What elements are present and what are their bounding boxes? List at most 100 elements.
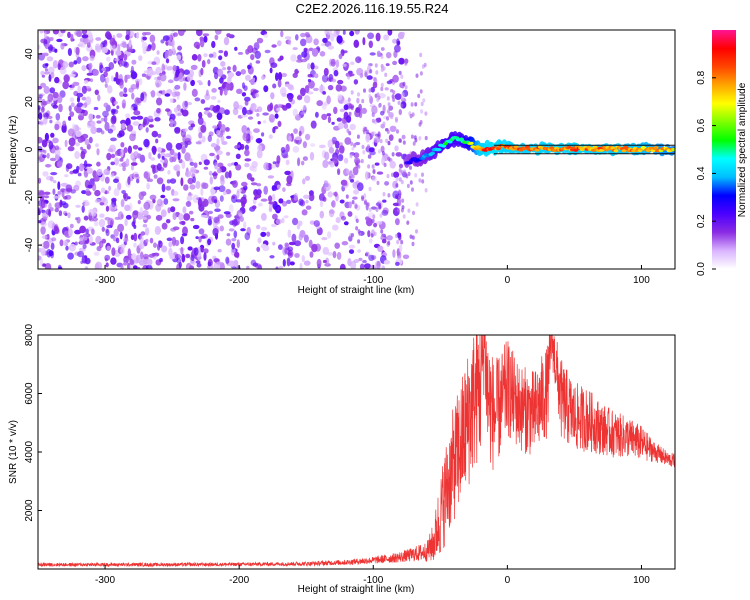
spectrogram-noise-cell: [402, 254, 410, 260]
spectrogram-noise-cell: [342, 30, 346, 35]
spectrogram-noise-cell: [110, 257, 117, 265]
spectrogram-noise-cell: [55, 113, 61, 121]
spectrogram-noise-cell: [345, 72, 353, 78]
spectrogram-noise-cell: [396, 129, 399, 134]
spectrogram-noise-cell: [260, 198, 268, 202]
spectrogram-noise-cell: [148, 152, 152, 160]
spectrogram-noise-cell: [160, 159, 165, 163]
spectrogram-noise-cell: [355, 218, 359, 223]
spectrogram-noise-cell: [209, 152, 215, 157]
spectrogram-noise-cell: [68, 243, 76, 252]
spectrogram-noise-cell: [327, 231, 332, 239]
spectrogram-noise-cell: [109, 203, 116, 212]
spectrogram-noise-cell: [180, 108, 184, 113]
spectrogram-noise-cell: [62, 81, 70, 90]
spectrogram-noise-cell: [81, 30, 88, 35]
spectrogram-noise-cell: [335, 217, 341, 224]
spectrogram-noise-cell: [96, 120, 102, 124]
spectrogram-noise-cell: [307, 63, 311, 70]
spectrogram-noise-cell: [180, 236, 185, 245]
spectrogram-noise-cell: [103, 115, 108, 123]
spectrogram-noise-cell: [157, 133, 162, 138]
spectrogram-noise-cell: [301, 160, 305, 166]
spectrogram-noise-cell: [263, 85, 269, 93]
spectrogram-noise-cell: [375, 32, 381, 42]
spectrogram-noise-cell: [151, 145, 157, 154]
spectrogram-noise-cell: [136, 31, 140, 39]
spectrogram-noise-cell: [143, 138, 150, 148]
spectrogram-noise-cell: [313, 220, 320, 227]
spectrogram-noise-cell: [69, 97, 75, 103]
spectrogram-noise-cell: [93, 251, 100, 256]
spectrogram-noise-cell: [212, 228, 219, 236]
spectrogram-noise-cell: [79, 225, 86, 234]
spectrogram-noise-cell: [218, 107, 225, 115]
spectrogram-noise-cell: [148, 115, 153, 120]
spectrogram-noise-cell: [281, 201, 288, 207]
spectrogram-noise-cell: [292, 47, 298, 51]
spectrogram-noise-cell: [323, 67, 329, 76]
colorbar-gradient: [712, 30, 736, 269]
spectrogram-noise-cell: [58, 210, 63, 217]
spectrogram-noise-cell: [304, 175, 311, 181]
spectrogram-noise-cell: [224, 171, 230, 179]
spectrogram-noise-cell: [63, 74, 70, 83]
spectrogram-noise-cell: [411, 187, 414, 192]
spectrogram-noise-cell: [157, 167, 165, 172]
spectrogram-noise-cell: [43, 85, 50, 94]
spectrogram-noise-cell: [132, 121, 140, 126]
spectrogram-noise-cell: [216, 150, 223, 156]
spectrogram-noise-cell: [398, 233, 401, 241]
spectrogram-noise-cell: [213, 109, 220, 114]
spectrogram-noise-cell: [300, 111, 306, 115]
spectrogram-noise-cell: [233, 101, 240, 110]
spectrogram-noise-cell: [96, 168, 103, 176]
spectrogram-noise-cell: [404, 85, 408, 90]
spectrogram-noise-cell: [104, 83, 108, 88]
spectrogram-noise-cell: [52, 60, 59, 69]
spectrogram-noise-cell: [297, 220, 303, 227]
spectrogram-signal-halo: [658, 143, 665, 148]
spectrogram-noise-cell: [52, 180, 57, 184]
spectrogram-noise-cell: [361, 195, 364, 200]
spectrogram-noise-cell: [339, 142, 343, 146]
spectrogram-noise-cell: [60, 30, 66, 34]
spectrogram-noise-cell: [350, 90, 354, 95]
spectrogram-noise-cell: [395, 261, 400, 266]
snr-y-ticks: 2000 4000 6000 8000: [24, 323, 42, 522]
spectrogram-noise-cell: [54, 48, 58, 53]
spectrogram-noise-cell: [106, 152, 112, 161]
spectrogram-noise-cell: [156, 107, 161, 114]
spectrogram-noise-cell: [336, 35, 343, 44]
spectrogram-noise-cell: [56, 38, 63, 43]
spectrogram-noise-cell: [89, 55, 95, 61]
spectrogram-noise-cell: [290, 54, 297, 62]
spectrogram-noise-cell: [244, 144, 249, 151]
spectrogram-noise-cell: [371, 176, 377, 182]
spectrogram-noise-cell: [127, 176, 131, 186]
spectrogram-noise-cell: [44, 263, 52, 269]
spectrogram-noise-cell: [52, 104, 58, 109]
spectrogram-noise-cell: [257, 121, 261, 125]
spectrogram-noise-cell: [44, 43, 51, 48]
spectrogram-noise-cell: [41, 98, 46, 108]
spectrogram-noise-cell: [197, 198, 203, 207]
spectrogram-noise-cell: [395, 218, 400, 226]
spectrogram-noise-cell: [247, 116, 254, 120]
spectrogram-noise-cell: [353, 189, 359, 195]
spectrogram-noise-cell: [324, 151, 330, 161]
spectrogram-noise-cell: [337, 122, 344, 130]
spectrogram-noise-cell: [195, 236, 199, 240]
spectrogram-noise-cell: [300, 32, 306, 38]
spectrogram-noise-cell: [97, 94, 101, 102]
spectrogram-noise-cell: [193, 162, 198, 168]
spectrogram-noise-cell: [168, 41, 173, 46]
spectrogram-noise-cell: [50, 132, 55, 138]
spectrogram-noise-cell: [382, 192, 386, 197]
spectrogram-noise-cell: [177, 112, 183, 116]
spectrogram-noise-cell: [166, 179, 171, 184]
spectrogram-noise-cell: [410, 102, 414, 107]
spectrogram-noise-cell: [388, 134, 394, 142]
spectrogram-noise-cell: [390, 114, 394, 120]
